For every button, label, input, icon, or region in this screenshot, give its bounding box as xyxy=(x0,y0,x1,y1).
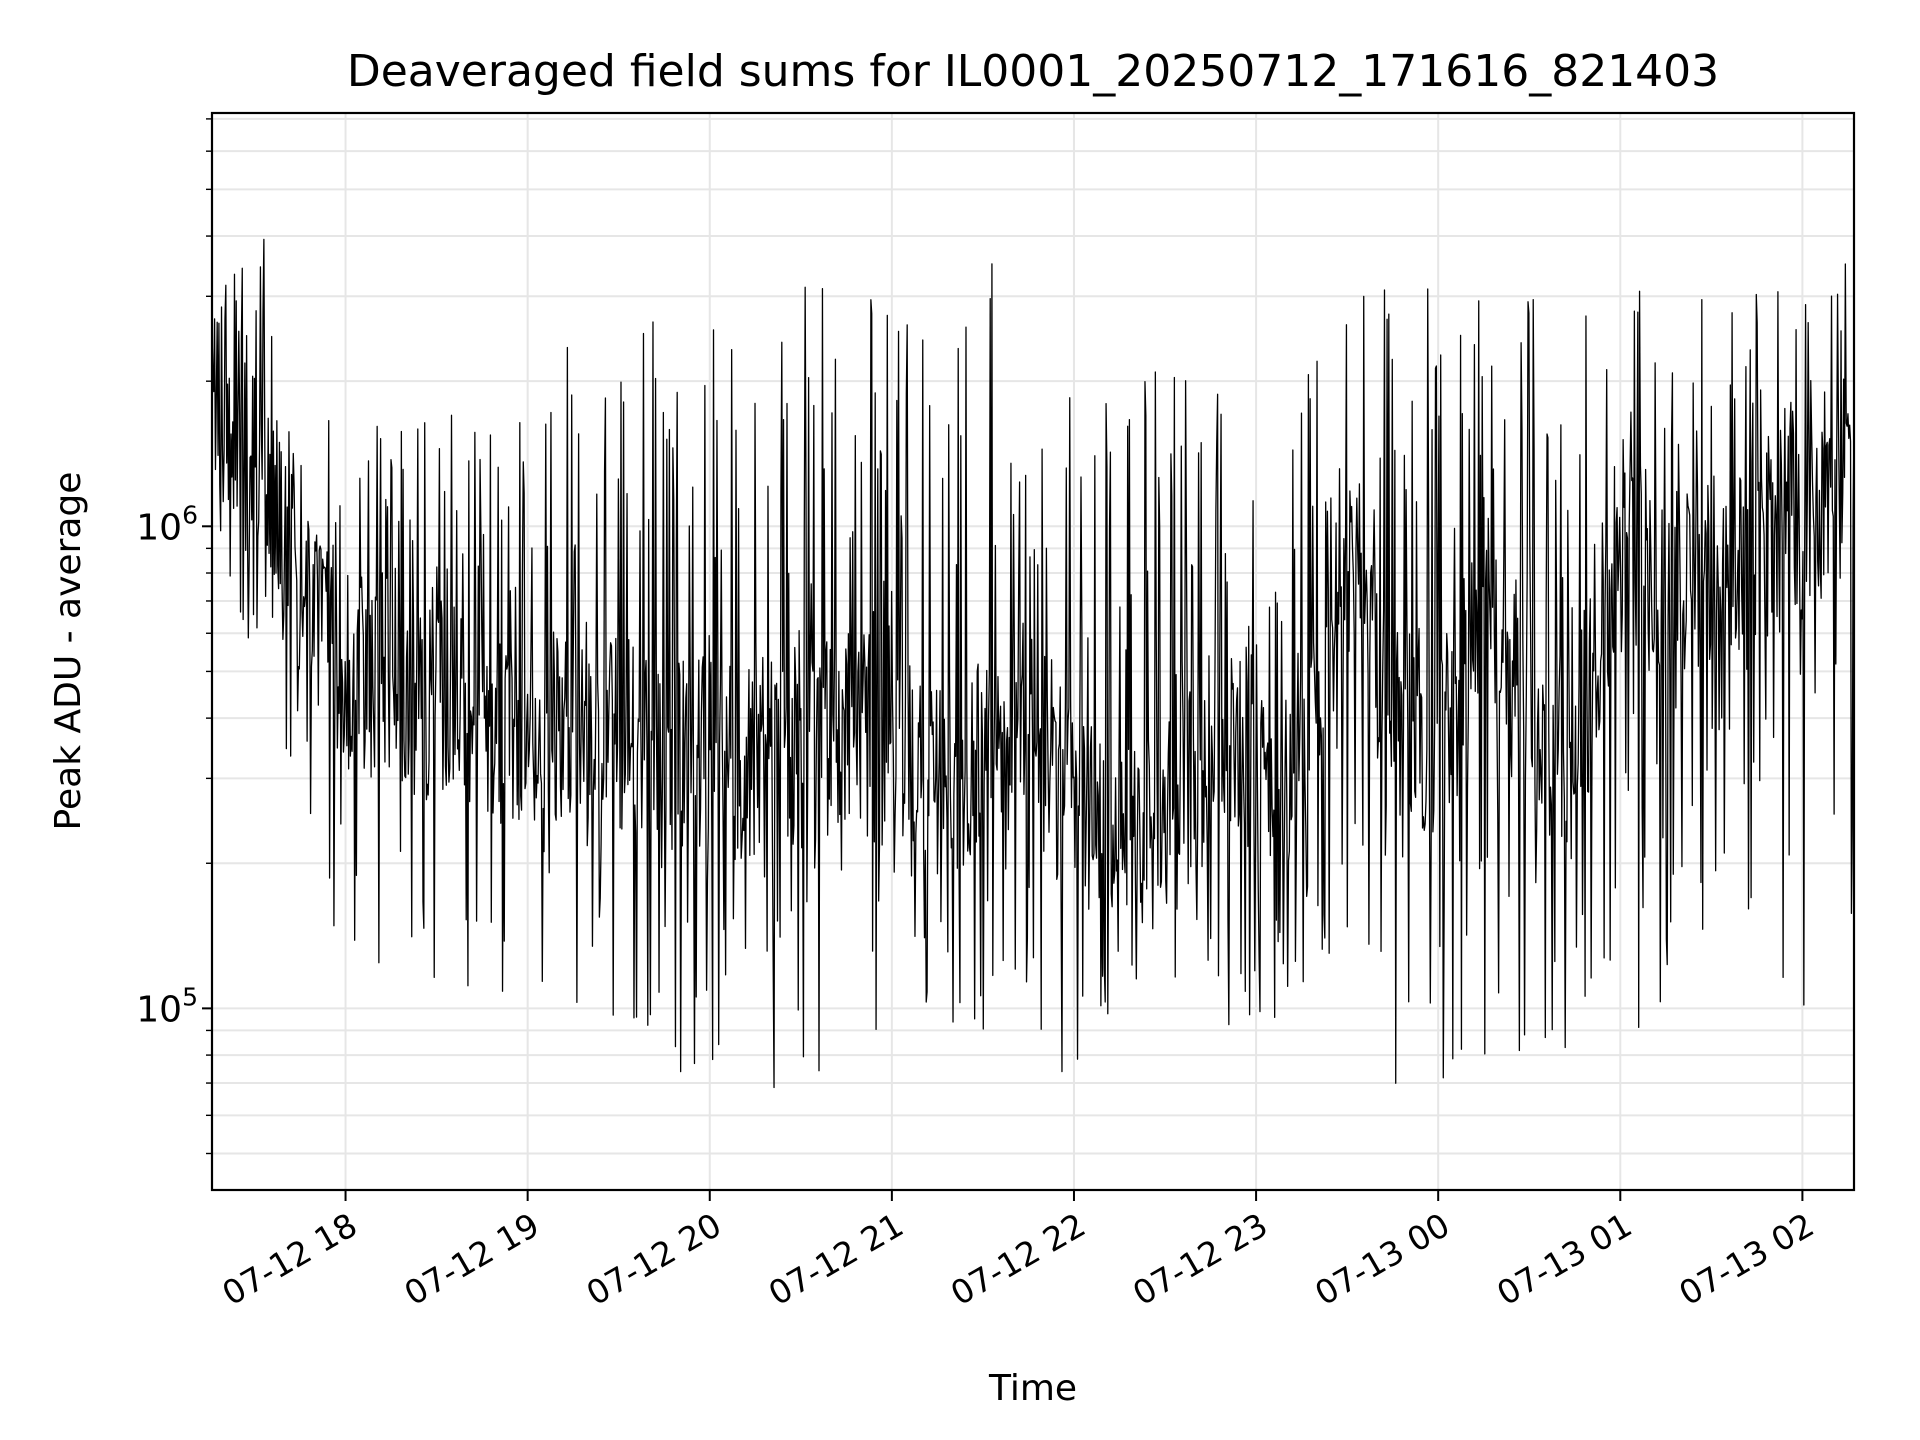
x-axis-label: Time xyxy=(988,1368,1077,1409)
chart-title: Deaveraged field sums for IL0001_2025071… xyxy=(347,46,1719,97)
y-tick-label: 106 xyxy=(136,500,198,548)
plot-frame xyxy=(210,111,1856,1192)
y-axis: 105 106 xyxy=(136,118,212,1155)
series-line xyxy=(211,238,1855,1089)
series-polyline xyxy=(211,238,1855,1089)
y-tick-label: 105 xyxy=(136,982,198,1030)
y-axis-label: Peak ADU - average xyxy=(48,472,89,831)
